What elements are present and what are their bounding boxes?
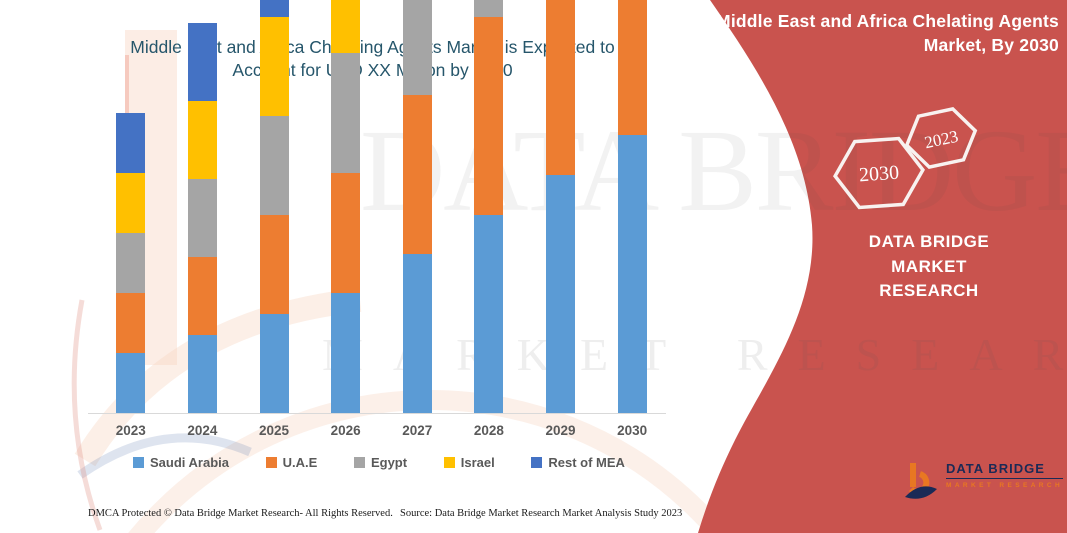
- bar-segment-u-a-e-2024: [187, 257, 217, 335]
- chart-title-line2: Account for USD XX Million by 2030: [232, 60, 513, 81]
- bar-stack-2024: [187, 23, 217, 413]
- bar-column-2028: [453, 0, 525, 413]
- bar-segment-rest-of-mea-2024: [187, 23, 217, 101]
- legend-label-egypt: Egypt: [370, 455, 408, 470]
- bar-segment-u-a-e-2029: [546, 0, 576, 175]
- bar-segment-rest-of-mea-2025: [259, 0, 289, 17]
- bar-segment-egypt-2026: [331, 53, 361, 173]
- bar-column-2027: [382, 0, 454, 413]
- legend-item-u-a-e: U.A.E: [265, 455, 318, 470]
- hexagon-2023: 2023: [904, 107, 978, 169]
- legend-marker-egypt: [353, 457, 365, 468]
- bar-segment-saudi-arabia-2029: [546, 175, 576, 413]
- bar-segment-egypt-2028: [474, 0, 504, 17]
- brand-text-line2: RESEARCH: [879, 281, 979, 301]
- banner-heading-line1: Middle East and Africa Chelating Agents: [716, 11, 1059, 31]
- hexagon-year-badges: 2030 2023: [833, 107, 978, 210]
- bar-segment-israel-2026: [331, 0, 361, 53]
- bar-segment-saudi-arabia-2028: [474, 215, 504, 413]
- x-axis-line: [88, 413, 666, 414]
- bar-column-2030: [596, 0, 668, 413]
- x-axis-label-2030: 2030: [617, 423, 648, 438]
- databridge-logo-icon: [905, 463, 937, 499]
- banner-heading-line2: Market, By 2030: [923, 34, 1059, 55]
- databridge-logo-text: DATA BRIDGE MARKET RESEARCH: [946, 461, 1064, 489]
- footer-dmca-text: DMCA Protected © Data Bridge Market Rese…: [88, 508, 393, 519]
- legend-marker-israel: [443, 457, 455, 468]
- footer-source-text: Source: Data Bridge Market Research Mark…: [400, 508, 683, 519]
- bar-column-2025: [238, 0, 310, 413]
- x-axis-label-2029: 2029: [545, 423, 576, 438]
- watermark-blue-swoosh: [77, 433, 252, 479]
- bar-segment-saudi-arabia-2024: [187, 335, 217, 413]
- legend-label-saudi-arabia: Saudi Arabia: [150, 455, 229, 470]
- x-axis-labels: 2023 2024 2025 2026 2027 2028 2029 2030: [95, 423, 668, 438]
- bar-stack-2028: [474, 0, 504, 413]
- legend-label-u-a-e: U.A.E: [282, 455, 318, 470]
- bar-column-2026: [310, 0, 382, 413]
- bar-segment-u-a-e-2026: [331, 173, 361, 293]
- legend-item-saudi-arabia: Saudi Arabia: [133, 455, 229, 470]
- bar-column-2029: [525, 0, 597, 413]
- bar-segment-rest-of-mea-2023: [116, 113, 146, 173]
- bar-segment-saudi-arabia-2027: [402, 254, 432, 413]
- bar-segment-u-a-e-2027: [402, 95, 432, 254]
- legend-item-egypt: Egypt: [353, 455, 408, 470]
- legend-marker-saudi-arabia: [133, 457, 144, 468]
- bar-stack-2023: [116, 113, 146, 413]
- stacked-bar-chart: [95, 0, 668, 413]
- hexagon-2030-label: 2030: [858, 162, 899, 187]
- legend-label-israel: Israel: [460, 455, 495, 470]
- bar-segment-u-a-e-2030: [617, 0, 647, 135]
- x-axis-label-2025: 2025: [259, 423, 290, 438]
- databridge-logo-tagline: MARKET RESEARCH: [946, 482, 1064, 489]
- bar-stack-2029: [546, 0, 576, 413]
- x-axis-label-2024: 2024: [187, 423, 218, 438]
- bar-segment-egypt-2023: [116, 233, 146, 293]
- x-axis-label-2027: 2027: [402, 423, 433, 438]
- brand-text-line1: DATA BRIDGE MARKET: [868, 232, 990, 276]
- banner-heading: Middle East and Africa Chelating Agents …: [714, 10, 1059, 57]
- bar-segment-israel-2024: [187, 101, 217, 179]
- x-axis-label-2023: 2023: [115, 423, 146, 438]
- bar-stack-2027: [402, 0, 432, 413]
- legend-item-israel: Israel: [443, 455, 495, 470]
- hexagon-2023-label: 2023: [923, 127, 960, 153]
- bar-segment-egypt-2024: [187, 179, 217, 257]
- databridge-logo: DATA BRIDGE MARKET RESEARCH: [903, 461, 1064, 501]
- x-axis-label-2026: 2026: [330, 423, 361, 438]
- bar-segment-egypt-2025: [259, 116, 289, 215]
- legend-item-rest-of-mea: Rest of MEA: [531, 455, 625, 470]
- bar-segment-u-a-e-2025: [259, 215, 289, 314]
- bar-segment-israel-2025: [259, 17, 289, 116]
- bar-stack-2030: [617, 0, 647, 413]
- bar-segment-saudi-arabia-2025: [259, 314, 289, 413]
- hexagon-2030: 2030: [833, 136, 925, 210]
- bar-segment-egypt-2027: [402, 0, 432, 95]
- legend-marker-u-a-e: [265, 457, 277, 468]
- bar-stack-2026: [331, 0, 361, 413]
- chart-legend: Saudi Arabia U.A.E Egypt Israel Rest of MEA: [133, 455, 625, 470]
- bar-column-2023: [95, 113, 167, 413]
- databridge-logo-name: DATA BRIDGE: [946, 461, 1064, 479]
- bar-segment-israel-2023: [116, 173, 146, 233]
- legend-label-rest-of-mea: Rest of MEA: [548, 455, 625, 470]
- bar-column-2024: [167, 23, 239, 413]
- watermark-red-arc: [71, 299, 103, 531]
- bar-stack-2025: [259, 0, 289, 413]
- bar-segment-saudi-arabia-2023: [116, 353, 146, 413]
- legend-marker-rest-of-mea: [531, 457, 543, 468]
- x-axis-label-2028: 2028: [473, 423, 504, 438]
- bar-segment-u-a-e-2023: [116, 293, 146, 353]
- brand-text-block: DATA BRIDGE MARKET RESEARCH: [833, 230, 1025, 304]
- bar-segment-u-a-e-2028: [474, 17, 504, 215]
- bar-segment-saudi-arabia-2026: [331, 293, 361, 413]
- bar-segment-saudi-arabia-2030: [617, 135, 647, 413]
